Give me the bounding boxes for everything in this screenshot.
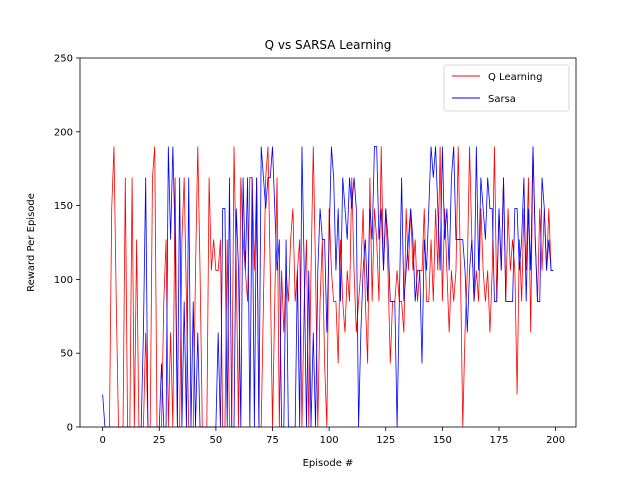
y-tick-label: 100 [54, 275, 73, 286]
x-tick-label: 100 [320, 435, 339, 446]
x-tick-label: 150 [433, 435, 452, 446]
plot-area [79, 57, 577, 428]
x-tick-label: 200 [546, 435, 565, 446]
y-tick-label: 50 [60, 349, 73, 360]
x-tick-label: 0 [99, 435, 105, 446]
y-tick-label: 0 [67, 423, 73, 434]
x-tick-label: 175 [489, 435, 508, 446]
x-axis-title: Episode # [303, 458, 354, 469]
series-line-sarsa [102, 146, 554, 428]
legend-label-q-learning: Q Learning [488, 72, 542, 83]
x-tick-label: 125 [376, 435, 395, 446]
x-tick-label: 50 [210, 435, 223, 446]
y-tick-label: 150 [54, 201, 73, 212]
plot-frame [79, 57, 577, 428]
legend: Q Learning Sarsa [443, 64, 570, 112]
y-tick-label: 250 [54, 54, 73, 65]
y-axis: 0 50 100 150 200 250 [54, 54, 80, 434]
x-tick-label: 75 [266, 435, 279, 446]
y-axis-title: Reward Per Episode [26, 193, 37, 292]
y-tick-label: 200 [54, 127, 73, 138]
x-tick-label: 25 [153, 435, 166, 446]
legend-label-sarsa: Sarsa [488, 94, 516, 105]
x-axis: 0 25 50 75 100 125 150 175 200 [99, 427, 565, 446]
chart-title: Q vs SARSA Learning [265, 38, 392, 52]
